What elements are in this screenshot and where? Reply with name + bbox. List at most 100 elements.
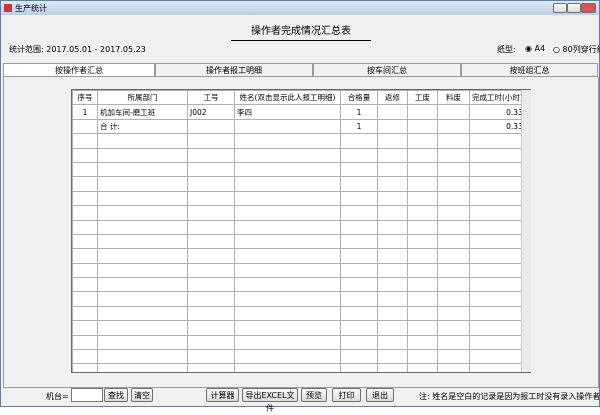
table-cell [72, 190, 98, 207]
table-cell [340, 233, 378, 250]
table-cell [234, 363, 341, 372]
table-cell [187, 363, 235, 372]
tab[interactable]: 按班组汇总 [461, 63, 598, 77]
table-cell [187, 161, 235, 178]
table-cell [407, 233, 438, 250]
title-bar: 生产统计 [1, 1, 599, 15]
table-cell [187, 176, 235, 192]
tab[interactable]: 按车间汇总 [313, 63, 461, 77]
table-cell [72, 277, 98, 293]
table-cell [437, 349, 470, 365]
table-cell [437, 118, 470, 135]
paper-option-80[interactable]: ○ 80列穿行纸 [553, 44, 600, 55]
table-row [72, 334, 526, 351]
table-cell [72, 305, 98, 322]
table-cell [234, 305, 341, 322]
table-cell [377, 277, 408, 293]
table-cell [377, 104, 408, 120]
table-cell [97, 305, 188, 322]
button[interactable]: 计算器 [206, 388, 239, 402]
table-cell [234, 291, 341, 307]
table-cell [72, 320, 98, 336]
table-cell [377, 190, 408, 207]
table-cell [437, 248, 470, 264]
table-cell [437, 133, 470, 149]
table-cell [437, 277, 470, 293]
table-cell: 机加车间-磨工班 [97, 104, 188, 120]
table-cell [377, 248, 408, 264]
table-cell [377, 233, 408, 250]
option-label: 80列穿行纸 [562, 45, 600, 54]
table-cell [377, 176, 408, 192]
table-cell [72, 349, 98, 365]
paper-label: 纸型: [497, 45, 516, 54]
scrollbar[interactable] [521, 90, 531, 372]
table-cell [340, 363, 378, 372]
machine-input[interactable] [71, 388, 103, 402]
table-cell [377, 219, 408, 235]
button[interactable]: 打印 [332, 388, 361, 402]
button[interactable]: 导出EXCEL文件 [242, 388, 298, 413]
table-cell [407, 176, 438, 192]
table-cell [340, 219, 378, 235]
table-cell [437, 291, 470, 307]
table: 序号 所属部门 工号 姓名(双击显示此人报工明细) 合格量 返修 工废 料废 完成工时(小时) 1… [72, 90, 526, 372]
table-cell [407, 147, 438, 163]
table-cell [407, 219, 438, 235]
data-grid: 序号 所属部门 工号 姓名(双击显示此人报工明细) 合格量 返修 工废 料废 完成工时(小时) 1… [71, 89, 531, 373]
table-cell [187, 305, 235, 322]
table-cell [97, 320, 188, 336]
table-row [72, 219, 526, 235]
paper-option-a4[interactable]: ◉ A4 [525, 44, 546, 53]
table-cell [187, 118, 235, 135]
tab-panel [3, 77, 599, 388]
table-cell [72, 233, 98, 250]
table-cell [187, 133, 235, 149]
table-cell [437, 205, 470, 221]
table-cell [407, 334, 438, 351]
table-cell [72, 291, 98, 307]
table-cell [187, 233, 235, 250]
table-cell [340, 305, 378, 322]
button[interactable]: 清空 [131, 388, 153, 402]
table-row[interactable]: 合 计: 1 0.33 [72, 118, 526, 135]
table-cell [340, 205, 378, 221]
table-row [72, 176, 526, 192]
table-cell [469, 320, 526, 336]
table-cell [340, 320, 378, 336]
table-cell [469, 349, 526, 365]
table-cell: 1 [72, 104, 98, 120]
button[interactable]: 退出 [366, 388, 394, 402]
table-cell [469, 233, 526, 250]
table-cell [234, 161, 341, 178]
table-cell [340, 349, 378, 365]
table-cell [234, 176, 341, 192]
table-cell [187, 190, 235, 207]
table-cell [97, 262, 188, 279]
table-cell: 0.33 [469, 104, 526, 120]
minimize-button[interactable] [553, 3, 567, 13]
table-cell [72, 248, 98, 264]
table-cell [469, 305, 526, 322]
tab[interactable]: 按操作者汇总 [3, 63, 155, 77]
table-cell [377, 320, 408, 336]
table-cell [377, 133, 408, 149]
maximize-button[interactable] [567, 3, 581, 13]
button[interactable]: 预览 [301, 388, 327, 402]
table-row[interactable]: 1 机加车间-磨工班 J002 李四 1 0.33 [72, 104, 526, 120]
table-cell [407, 363, 438, 372]
table-cell [437, 219, 470, 235]
table-cell [377, 349, 408, 365]
table-cell [234, 190, 341, 207]
close-button[interactable] [581, 3, 596, 13]
table-row [72, 291, 526, 307]
button[interactable]: 查找 [104, 388, 128, 402]
tab[interactable]: 操作者报工明细 [155, 63, 313, 77]
machine-label: 机台= [46, 392, 69, 401]
table-cell [97, 334, 188, 351]
table-cell [407, 262, 438, 279]
column-header: 姓名(双击显示此人报工明细) [234, 90, 341, 106]
table-cell [407, 104, 438, 120]
table-cell [234, 320, 341, 336]
table-cell [72, 262, 98, 279]
